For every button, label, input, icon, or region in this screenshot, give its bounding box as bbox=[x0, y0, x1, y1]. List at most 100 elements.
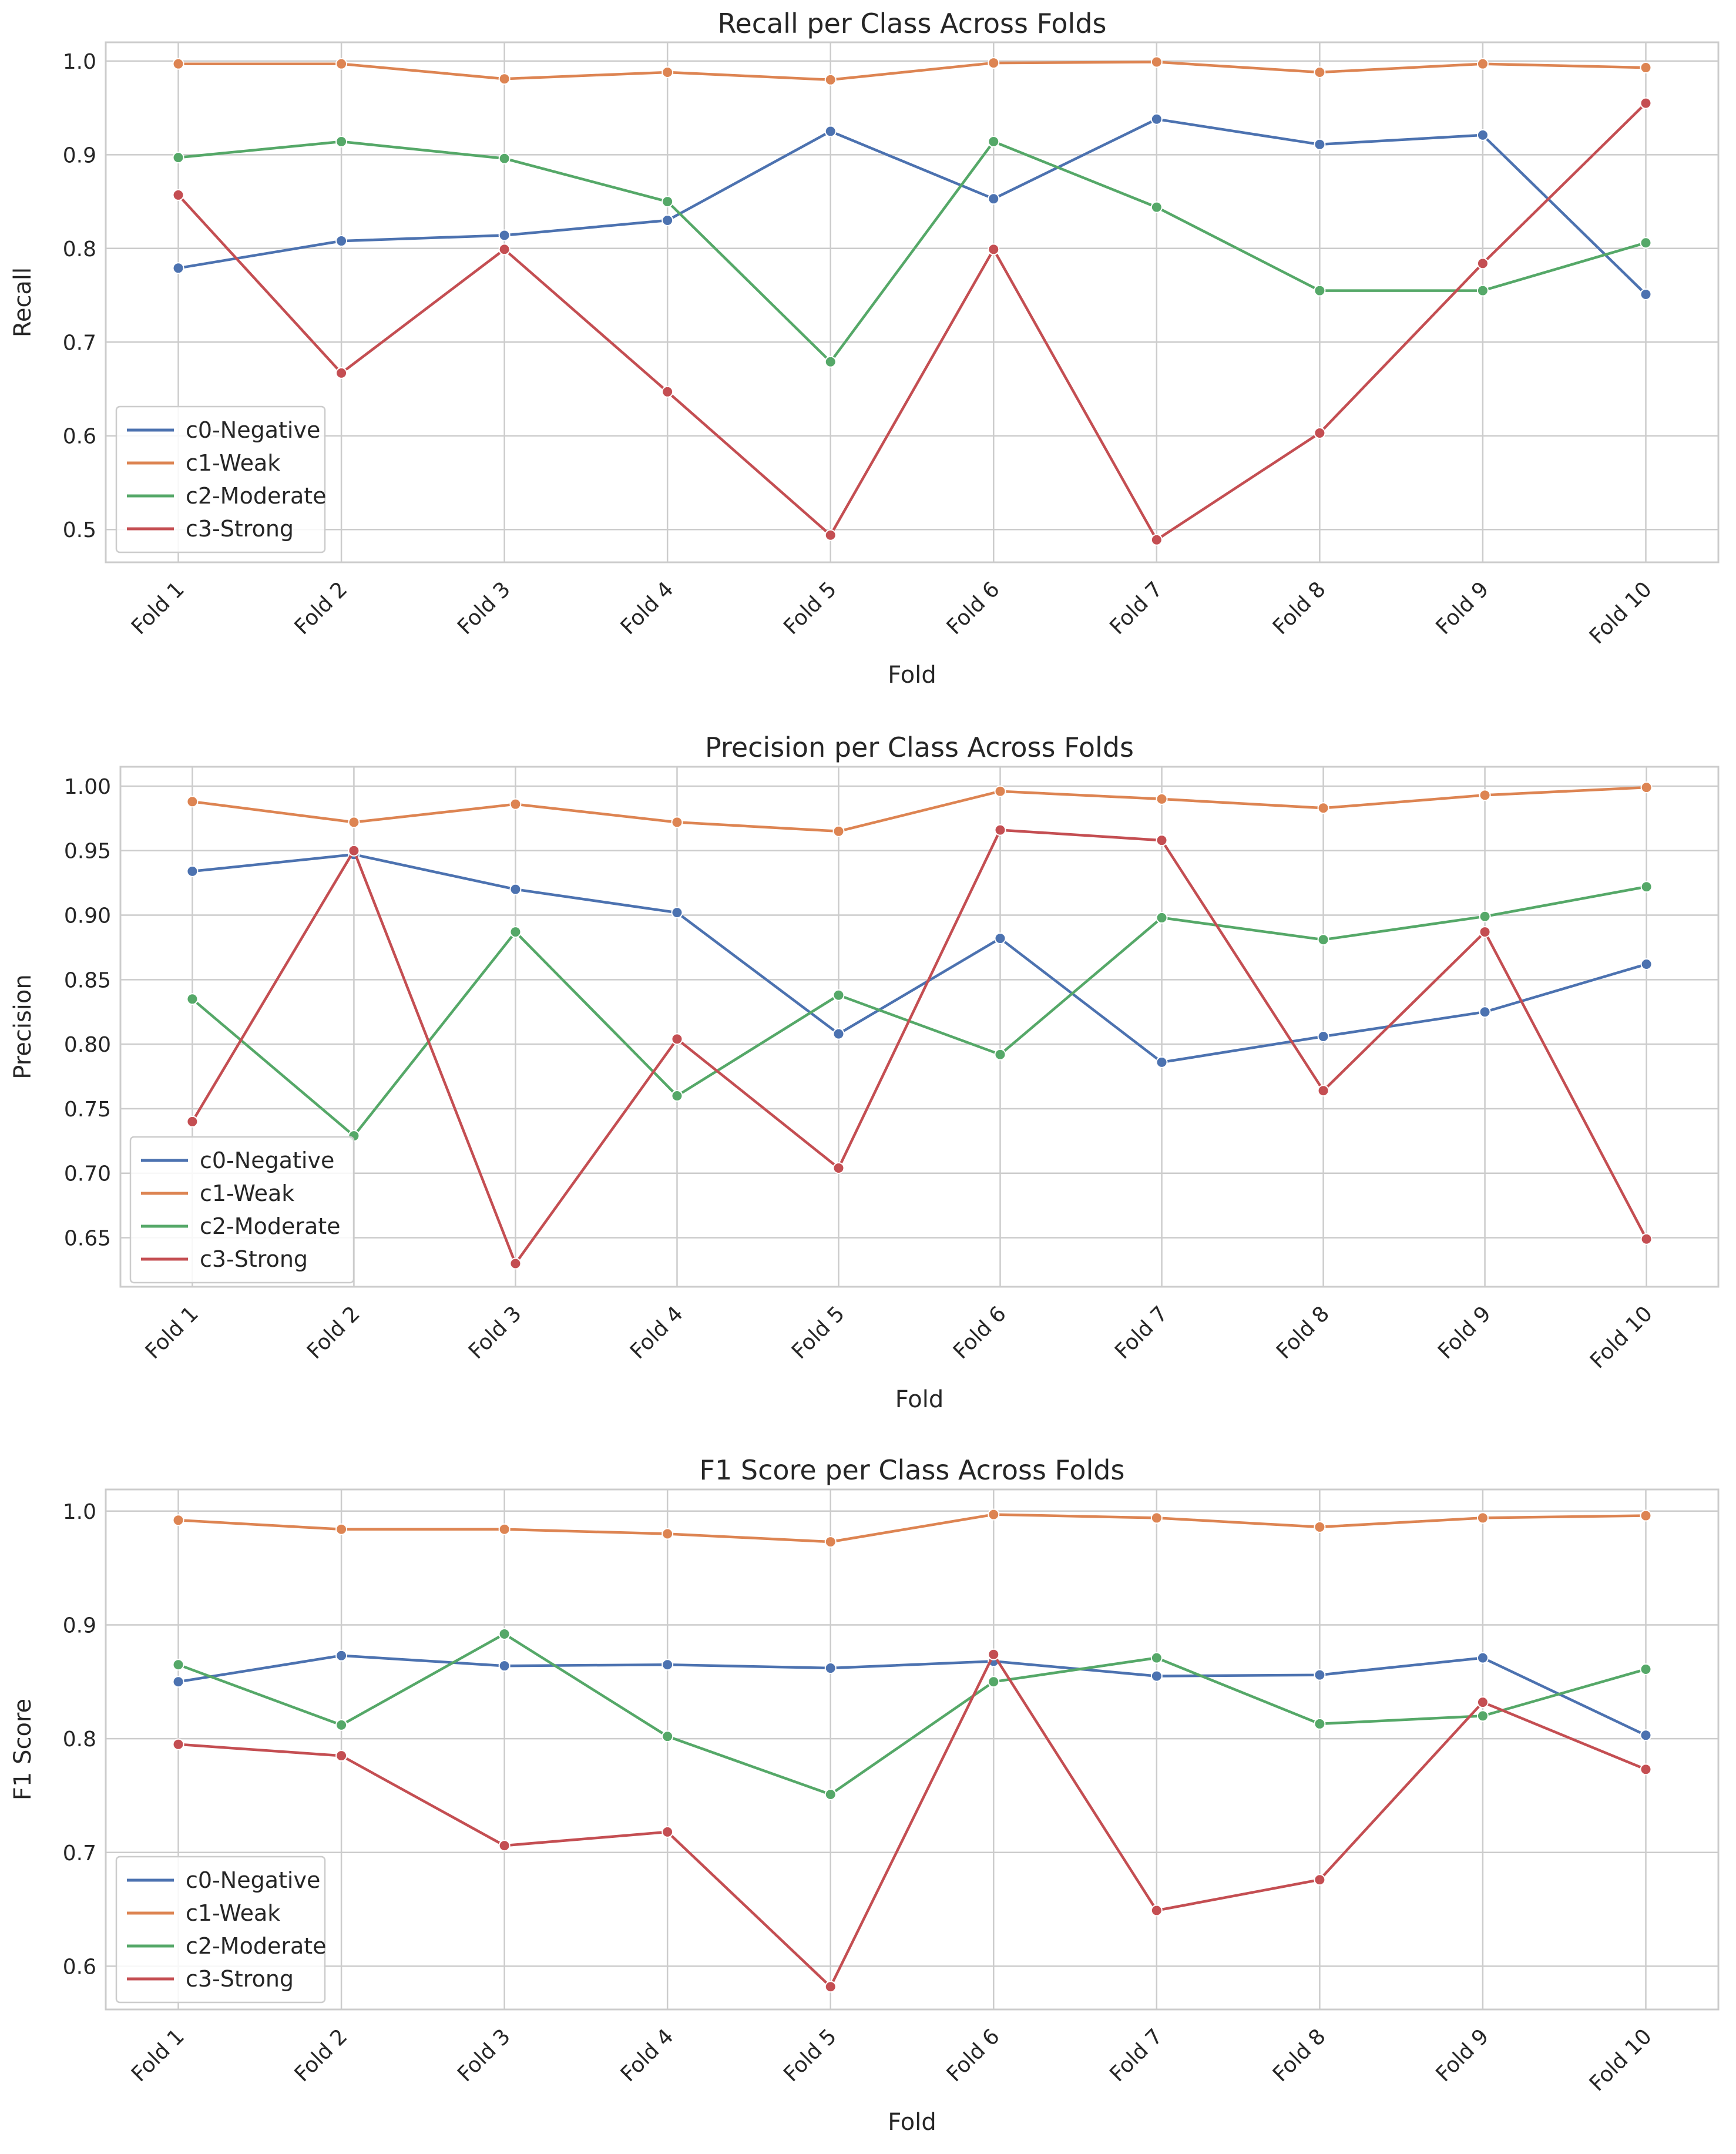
chart-panel-3: F1 Score per Class Across Folds 0.6 0.7 0.8… bbox=[9, 1454, 1720, 2136]
y-tick-label: 0.8 bbox=[63, 237, 96, 261]
data-point-c3-strong bbox=[509, 1257, 522, 1270]
data-point-c0-negative bbox=[824, 125, 837, 137]
data-point-c3-strong bbox=[1476, 1696, 1489, 1709]
series-line-c0-negative bbox=[178, 1654, 1647, 1737]
legend-label: c1-Weak bbox=[186, 450, 280, 476]
data-point-c1-weak bbox=[1156, 793, 1168, 805]
data-point-c3-strong bbox=[988, 1648, 1000, 1660]
data-point-c1-weak bbox=[498, 73, 511, 85]
x-tick-label: Fold 6 bbox=[942, 577, 1005, 639]
series-line-c2-moderate bbox=[178, 140, 1647, 364]
x-tick-label: Fold 9 bbox=[1431, 577, 1493, 639]
x-tick-label: Fold 10 bbox=[1586, 1301, 1657, 1373]
data-point-c1-weak bbox=[172, 1514, 184, 1526]
y-tick-label: 0.65 bbox=[64, 1227, 111, 1251]
data-point-c3-strong bbox=[498, 243, 511, 256]
x-tick-label: Fold 1 bbox=[127, 577, 189, 639]
data-point-c0-negative bbox=[186, 865, 199, 877]
legend-label: c2-Moderate bbox=[200, 1213, 341, 1239]
data-point-c3-strong bbox=[1156, 834, 1168, 847]
data-point-c1-weak bbox=[186, 796, 199, 808]
data-point-c2-moderate bbox=[498, 152, 511, 165]
data-point-c3-strong bbox=[824, 529, 837, 541]
data-point-c0-negative bbox=[172, 262, 184, 274]
y-axis-label: Recall bbox=[9, 267, 36, 337]
data-point-c3-strong bbox=[1314, 1874, 1326, 1886]
legend-box bbox=[129, 1136, 355, 1284]
x-tick-label: Fold 10 bbox=[1585, 2024, 1657, 2096]
x-tick-label: Fold 4 bbox=[616, 577, 679, 639]
x-tick-label: Fold 8 bbox=[1268, 577, 1331, 639]
x-tick-label: Fold 5 bbox=[779, 577, 841, 639]
y-tick-label: 0.9 bbox=[63, 143, 96, 167]
data-point-c3-strong bbox=[832, 1162, 845, 1174]
data-point-c2-moderate bbox=[988, 1676, 1000, 1688]
data-point-c3-strong bbox=[186, 1115, 199, 1128]
data-point-c3-strong bbox=[988, 243, 1000, 256]
data-point-c2-moderate bbox=[509, 926, 522, 938]
data-point-c0-negative bbox=[662, 214, 674, 226]
series-line-c1-weak bbox=[192, 786, 1647, 833]
x-tick-label: Fold 9 bbox=[1433, 1301, 1496, 1364]
data-point-c0-negative bbox=[1156, 1056, 1168, 1068]
data-point-c2-moderate bbox=[1640, 237, 1652, 249]
legend-label: c3-Strong bbox=[200, 1246, 308, 1272]
x-tick-label: Fold 5 bbox=[787, 1301, 849, 1364]
plot-frame bbox=[105, 1488, 1720, 2011]
legend-box bbox=[115, 1856, 326, 2004]
data-point-c2-moderate bbox=[335, 136, 348, 148]
data-point-c1-weak bbox=[662, 1528, 674, 1540]
y-tick-label: 1.0 bbox=[63, 1500, 96, 1524]
data-point-c0-negative bbox=[1317, 1030, 1329, 1042]
data-point-c3-strong bbox=[1640, 97, 1652, 109]
data-point-c0-negative bbox=[988, 193, 1000, 205]
data-point-c0-negative bbox=[172, 1676, 184, 1688]
data-point-c0-negative bbox=[1479, 1006, 1491, 1018]
data-point-c0-negative bbox=[335, 1649, 348, 1662]
data-point-c1-weak bbox=[671, 816, 683, 828]
data-point-c2-moderate bbox=[832, 989, 845, 1001]
data-point-c1-weak bbox=[1314, 1521, 1326, 1533]
data-point-c2-moderate bbox=[186, 993, 199, 1005]
data-point-c0-negative bbox=[1150, 1670, 1163, 1682]
data-point-c1-weak bbox=[1640, 62, 1652, 74]
data-point-c0-negative bbox=[671, 907, 683, 919]
data-point-c3-strong bbox=[348, 844, 360, 857]
x-tick-label: Fold 5 bbox=[779, 2024, 841, 2086]
legend-label: c0-Negative bbox=[186, 1867, 320, 1893]
data-point-c0-negative bbox=[994, 932, 1006, 945]
y-axis-label: F1 Score bbox=[9, 1699, 36, 1800]
data-point-c1-weak bbox=[1317, 802, 1329, 814]
y-tick-label: 0.7 bbox=[63, 331, 96, 355]
series-line-c0-negative bbox=[178, 118, 1647, 296]
plot-frame bbox=[119, 766, 1720, 1288]
legend: c0-Negative c1-Weak c2-Moderate c3-Strong bbox=[129, 1136, 355, 1284]
data-point-c3-strong bbox=[1150, 534, 1163, 546]
data-point-c2-moderate bbox=[1640, 881, 1653, 893]
y-tick-label: 0.95 bbox=[64, 840, 111, 864]
data-point-c3-strong bbox=[671, 1033, 683, 1045]
x-tick-label: Fold 2 bbox=[290, 2024, 352, 2086]
y-tick-label: 0.6 bbox=[63, 1955, 96, 1979]
x-axis-label: Fold bbox=[895, 1386, 944, 1413]
x-tick-label: Fold 8 bbox=[1268, 2024, 1331, 2086]
series-line-c2-moderate bbox=[177, 1632, 1647, 1796]
data-point-c3-strong bbox=[994, 824, 1006, 836]
data-point-c2-moderate bbox=[824, 1788, 837, 1800]
data-point-c1-weak bbox=[988, 1508, 1000, 1521]
data-point-c3-strong bbox=[1640, 1233, 1653, 1245]
data-point-c1-weak bbox=[1150, 56, 1163, 68]
data-point-c2-moderate bbox=[1479, 910, 1491, 922]
data-point-c2-moderate bbox=[1156, 911, 1168, 924]
data-point-c2-moderate bbox=[824, 355, 837, 368]
x-tick-label: Fold 4 bbox=[626, 1301, 688, 1364]
data-point-c1-weak bbox=[1476, 58, 1489, 70]
legend: c0-Negative c1-Weak c2-Moderate c3-Strong bbox=[115, 405, 327, 553]
y-tick-label: 0.80 bbox=[64, 1033, 111, 1057]
data-point-c2-moderate bbox=[994, 1048, 1006, 1061]
data-point-c1-weak bbox=[1150, 1512, 1163, 1524]
data-point-c0-negative bbox=[1640, 958, 1653, 970]
data-point-c3-strong bbox=[662, 385, 674, 398]
data-point-c1-weak bbox=[1476, 1512, 1489, 1524]
data-point-c0-negative bbox=[1640, 288, 1652, 300]
